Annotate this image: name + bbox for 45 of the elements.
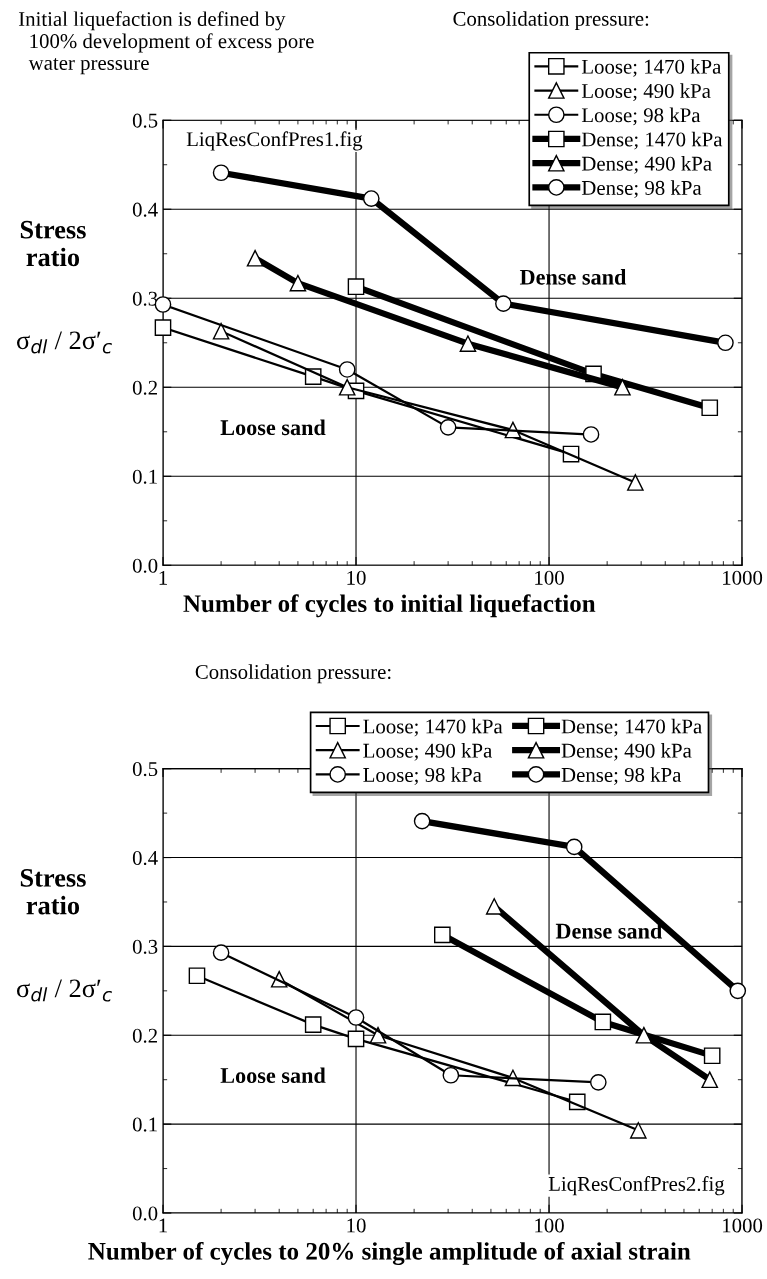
y-tick-label: 0.0 — [132, 1206, 158, 1221]
y-tick-label: 0.5 — [132, 113, 158, 128]
x-tick-label: 10 — [347, 570, 366, 585]
annotation: Loose sand — [220, 1067, 326, 1084]
y-axis-title: Stress ratio — [20, 220, 86, 267]
y-tick-label: 0.5 — [132, 762, 158, 777]
legend-title: Consolidation pressure: — [195, 664, 391, 684]
legend-label: Loose; 490 kPa — [581, 83, 711, 102]
legend-label: Loose; 98 kPa — [581, 107, 701, 126]
y-tick-label: 0.2 — [132, 380, 157, 395]
x-tick-label: 1000 — [723, 1218, 763, 1233]
y-tick-label: 0.3 — [132, 939, 158, 954]
legend-label: Dense; 490 kPa — [561, 743, 692, 761]
legend-label: Dense; 98 kPa — [561, 767, 682, 785]
text: σ$_{dl}$ / 2σ′$_{c}$ — [16, 331, 112, 354]
x-tick-label: 100 — [535, 1218, 564, 1233]
legend-label: Loose; 1470 kPa — [581, 59, 722, 77]
x-tick-label: 100 — [535, 570, 564, 585]
text: σ$_{dl}$ / 2σ′$_{c}$ — [16, 979, 112, 1002]
y-tick-label: 0.4 — [132, 850, 158, 866]
x-tick-label: 1 — [159, 570, 167, 585]
annotation: Dense sand — [555, 923, 663, 939]
y-tick-label: 0.4 — [132, 202, 158, 217]
y-tick-label: 0.1 — [132, 469, 157, 484]
x-axis-title: Number of cycles to 20% single amplitude of axial strain — [88, 1241, 691, 1266]
annotation: Loose sand — [220, 419, 326, 436]
legend-label: Dense; 98 kPa — [581, 180, 702, 198]
annotation: LiqResConfPres1.fig — [186, 131, 363, 151]
y-tick-label: 0.0 — [132, 558, 158, 573]
y-tick-label: 0.2 — [132, 1028, 157, 1043]
text: Initial liquefaction is defined by 100% development of excess pore water pressure — [18, 11, 314, 75]
legend-label: Loose; 1470 kPa — [363, 718, 503, 737]
x-tick-label: 1 — [159, 1218, 167, 1233]
x-axis-title: Number of cycles to initial liquefaction — [183, 594, 596, 618]
annotation: LiqResConfPres2.fig — [548, 1176, 725, 1196]
y-axis-title: Stress ratio — [20, 869, 86, 915]
legend-title: Consolidation pressure: — [453, 11, 649, 31]
y-tick-label: 0.1 — [132, 1117, 157, 1132]
legend-label: Loose; 490 kPa — [363, 743, 493, 761]
x-tick-label: 10 — [347, 1218, 366, 1233]
legend-label: Dense; 1470 kPa — [581, 131, 723, 150]
legend-label: Dense; 1470 kPa — [561, 718, 702, 737]
legend-label: Dense; 490 kPa — [581, 156, 712, 174]
legend-label: Loose; 98 kPa — [363, 767, 482, 785]
x-tick-label: 1000 — [723, 570, 763, 585]
